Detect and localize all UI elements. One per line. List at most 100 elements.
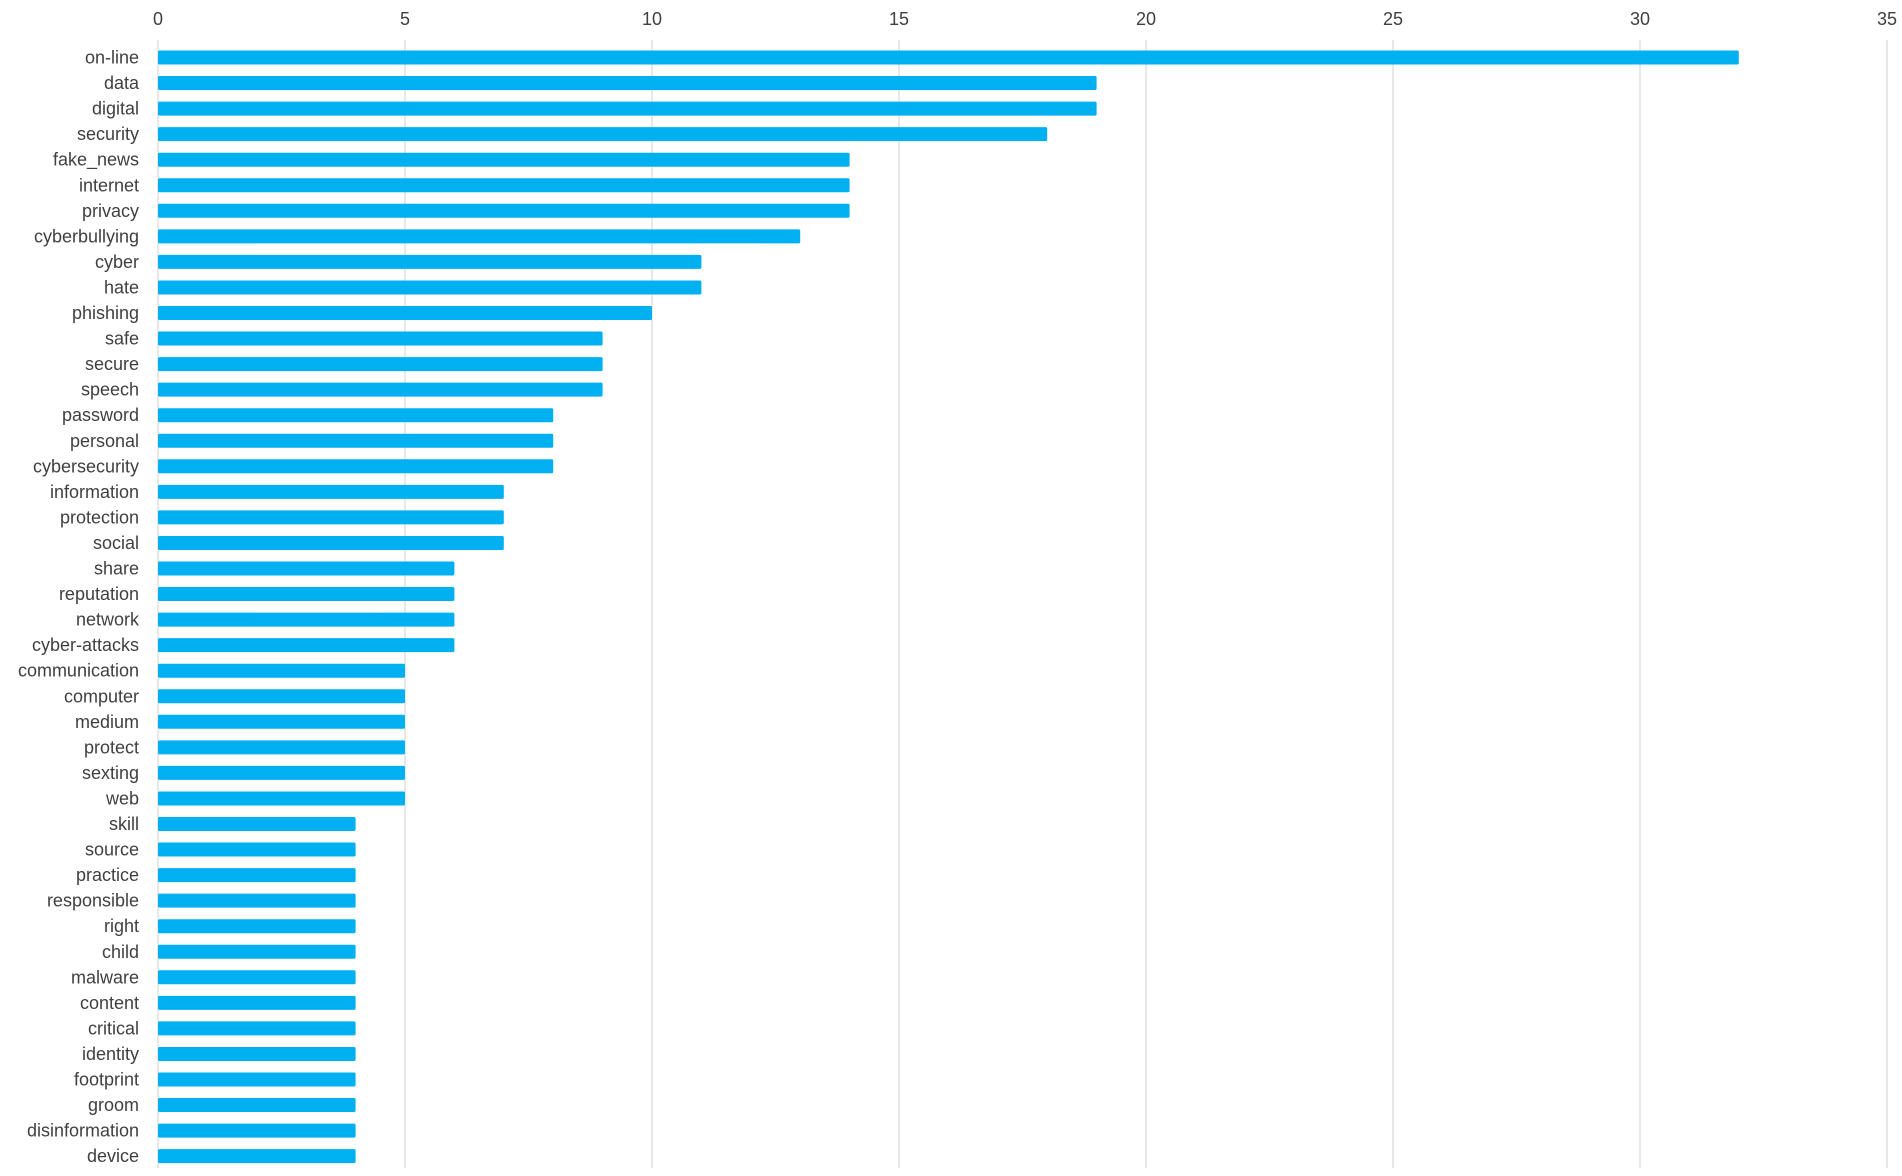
bar [158, 791, 405, 806]
bars [158, 50, 1739, 1164]
category-label: password [62, 405, 139, 425]
bar [158, 612, 455, 627]
x-tick-label: 15 [889, 9, 909, 29]
category-label: cybersecurity [33, 456, 139, 476]
bar [158, 893, 356, 908]
category-label: privacy [82, 201, 139, 221]
x-tick-label: 35 [1877, 9, 1897, 29]
category-labels: on-line data digital security fake_newsinter… [18, 48, 140, 1167]
category-label: groom [88, 1095, 139, 1115]
bar [158, 944, 356, 959]
bar [158, 357, 603, 372]
category-label: disinformation [27, 1121, 139, 1141]
x-tick-label: 30 [1630, 9, 1650, 29]
category-label: identity [82, 1044, 139, 1064]
x-tick-label: 0 [153, 9, 163, 29]
bar [158, 689, 405, 704]
bar [158, 868, 356, 883]
category-label: practice [76, 865, 139, 885]
bar [158, 433, 554, 448]
gridlines [157, 40, 1888, 1168]
bar [158, 561, 455, 576]
category-label: speech [81, 380, 139, 400]
category-label: fake_news [53, 150, 139, 171]
bar [158, 663, 405, 678]
bar [158, 535, 504, 550]
category-label: web [105, 788, 139, 808]
category-label: on-line [85, 48, 139, 68]
bar [158, 306, 652, 320]
bar [158, 1021, 356, 1036]
category-label: device [87, 1146, 139, 1166]
category-label: malware [71, 967, 139, 987]
bar [158, 714, 405, 729]
category-label: protect [84, 737, 139, 757]
category-label: responsible [47, 891, 139, 911]
category-label: computer [64, 686, 139, 706]
bar [158, 254, 702, 269]
bar [158, 152, 850, 167]
bar [158, 1046, 356, 1061]
bar [158, 484, 504, 499]
category-label: communication [18, 661, 139, 681]
category-label: medium [75, 712, 139, 732]
bar [158, 280, 702, 295]
category-label: cyber-attacks [32, 635, 139, 655]
category-label: social [93, 533, 139, 553]
x-tick-label: 20 [1136, 9, 1156, 29]
x-tick-label: 10 [642, 9, 662, 29]
category-label: personal [70, 431, 139, 451]
bar [158, 178, 850, 193]
bar [158, 970, 356, 985]
category-label: hate [104, 277, 139, 297]
bar [158, 740, 405, 755]
bar [158, 50, 1739, 65]
bar [158, 203, 850, 218]
x-tick-label: 25 [1383, 9, 1403, 29]
bar [158, 76, 1097, 91]
bar [158, 765, 405, 780]
bar [158, 101, 1097, 116]
category-label: internet [79, 175, 139, 195]
bar [158, 1149, 356, 1164]
bar [158, 382, 603, 397]
category-label: child [102, 942, 139, 962]
bar [158, 1098, 356, 1113]
category-label: data [104, 73, 140, 93]
bar [158, 817, 356, 831]
bar [158, 919, 356, 934]
category-label: safe [105, 329, 139, 349]
category-label: content [80, 993, 139, 1013]
bar [158, 1123, 356, 1138]
bar [158, 331, 603, 346]
category-label: skill [109, 814, 139, 834]
category-label: share [94, 559, 139, 579]
category-label: information [50, 482, 139, 502]
bar [158, 229, 801, 244]
x-tick-label: 5 [400, 9, 410, 29]
category-label: cyber [95, 252, 139, 272]
category-label: network [76, 610, 140, 630]
category-label: sexting [82, 763, 139, 783]
bar [158, 510, 504, 525]
category-label: right [104, 916, 139, 936]
bar [158, 459, 554, 474]
category-label: critical [88, 1018, 139, 1038]
category-label: protection [60, 507, 139, 527]
bar [158, 408, 554, 423]
bar [158, 842, 356, 857]
category-label: cyberbullying [34, 226, 139, 246]
bar [158, 127, 1048, 142]
category-label: source [85, 840, 139, 860]
bar [158, 995, 356, 1010]
bar [158, 1072, 356, 1087]
bar [158, 587, 455, 602]
category-label: reputation [59, 584, 139, 604]
bar [158, 638, 455, 653]
category-label: digital [92, 99, 139, 119]
category-label: phishing [72, 303, 139, 323]
category-label: secure [85, 354, 139, 374]
x-axis-ticks: 0 5 10 15 20 25 30 35 [153, 9, 1897, 29]
category-label: footprint [74, 1070, 139, 1090]
